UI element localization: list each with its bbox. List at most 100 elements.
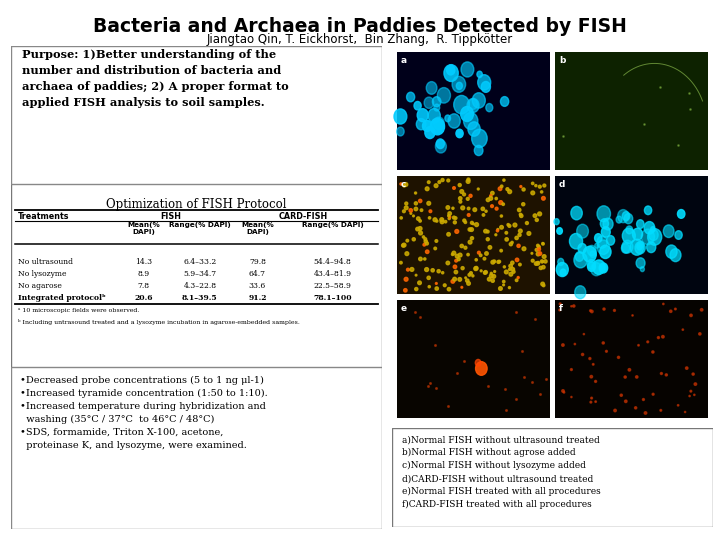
FancyBboxPatch shape: [397, 176, 550, 294]
Text: Range(% DAPI): Range(% DAPI): [302, 222, 364, 228]
Circle shape: [423, 120, 432, 132]
Point: [504, 284, 516, 292]
Circle shape: [678, 210, 685, 218]
Circle shape: [554, 219, 559, 225]
Point: [487, 276, 498, 285]
Point: [585, 306, 596, 315]
Text: Treatments: Treatments: [18, 212, 70, 221]
Circle shape: [651, 227, 655, 232]
Text: Mean(%
DAPI): Mean(% DAPI): [127, 222, 160, 235]
Circle shape: [632, 228, 642, 240]
Point: [516, 212, 527, 220]
Point: [586, 394, 598, 402]
Text: 78.1–100: 78.1–100: [313, 294, 352, 302]
Point: [482, 382, 494, 390]
Point: [647, 348, 659, 356]
Point: [442, 402, 454, 410]
Circle shape: [649, 230, 658, 240]
Point: [534, 249, 546, 258]
FancyBboxPatch shape: [555, 52, 708, 170]
Point: [598, 305, 610, 313]
Circle shape: [476, 362, 487, 375]
Point: [442, 203, 454, 212]
Point: [518, 200, 529, 208]
Point: [523, 229, 535, 238]
Point: [554, 306, 565, 314]
Point: [500, 406, 512, 415]
Point: [498, 200, 509, 208]
Point: [515, 210, 526, 219]
Point: [475, 251, 487, 260]
Point: [688, 370, 699, 379]
Point: [495, 184, 506, 193]
Point: [439, 281, 451, 289]
Point: [584, 354, 595, 363]
Text: a: a: [401, 56, 408, 65]
Text: 91.2: 91.2: [248, 294, 266, 302]
Point: [433, 178, 445, 186]
Point: [395, 258, 407, 267]
Circle shape: [636, 258, 645, 268]
Point: [657, 300, 669, 308]
Circle shape: [472, 129, 487, 147]
Point: [531, 215, 543, 224]
Point: [440, 218, 451, 226]
Circle shape: [597, 240, 609, 254]
Point: [450, 214, 462, 222]
Point: [540, 257, 552, 266]
Point: [429, 341, 441, 349]
Text: Integrated protocolᵇ: Integrated protocolᵇ: [18, 294, 106, 302]
Circle shape: [456, 82, 462, 90]
Point: [459, 218, 471, 227]
Point: [588, 360, 599, 369]
Point: [554, 300, 566, 308]
Point: [534, 245, 545, 254]
Point: [481, 249, 492, 258]
Point: [415, 228, 426, 237]
Point: [577, 350, 588, 359]
Point: [488, 272, 500, 281]
Point: [529, 315, 541, 323]
Circle shape: [621, 244, 629, 253]
Point: [498, 281, 509, 289]
Point: [619, 373, 631, 381]
Circle shape: [597, 206, 611, 222]
Point: [536, 257, 548, 266]
Point: [513, 273, 524, 282]
Point: [444, 285, 455, 294]
Point: [436, 215, 448, 224]
Circle shape: [600, 264, 606, 272]
Point: [418, 233, 429, 241]
Point: [489, 267, 500, 276]
Point: [400, 180, 412, 189]
Point: [463, 211, 474, 219]
Text: e: e: [401, 305, 408, 313]
Point: [448, 249, 459, 258]
Circle shape: [637, 241, 644, 248]
Point: [414, 279, 426, 287]
Circle shape: [599, 263, 608, 273]
Point: [449, 275, 460, 284]
Circle shape: [446, 65, 455, 75]
Point: [566, 393, 577, 401]
Point: [480, 227, 491, 235]
Text: a)Normal FISH without ultrasound treated
b)Normal FISH without agrose added
c)No: a)Normal FISH without ultrasound treated…: [402, 435, 600, 509]
Circle shape: [626, 226, 633, 234]
Point: [456, 241, 467, 250]
Point: [480, 207, 492, 215]
Circle shape: [574, 252, 587, 268]
Circle shape: [475, 360, 481, 366]
Point: [423, 199, 435, 208]
Point: [531, 259, 542, 268]
Point: [462, 250, 474, 259]
Point: [485, 269, 497, 278]
Point: [515, 182, 526, 191]
Point: [500, 385, 511, 394]
Point: [684, 104, 696, 113]
Point: [535, 264, 546, 272]
Point: [532, 258, 544, 267]
Text: ᵇ Including untrasound treated and a lysozyme incubation in agarose-embedded sam: ᵇ Including untrasound treated and a lys…: [18, 319, 300, 325]
Circle shape: [588, 245, 596, 255]
Point: [506, 238, 518, 247]
Circle shape: [444, 65, 458, 82]
